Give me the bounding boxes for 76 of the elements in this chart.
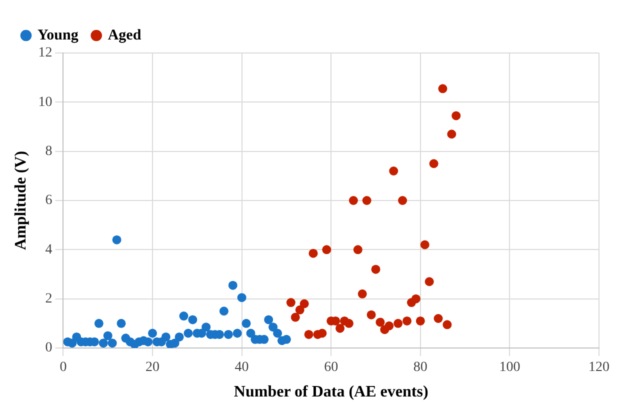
point [219, 306, 228, 316]
point [116, 318, 126, 328]
point [202, 322, 211, 332]
point [264, 315, 274, 324]
point [429, 159, 438, 168]
point [228, 280, 238, 290]
x-tick-label: 120 [588, 360, 610, 376]
point [348, 196, 358, 205]
point [94, 318, 104, 328]
legend-label: Aged [108, 27, 142, 44]
legend-label: Young [38, 27, 79, 44]
point [384, 321, 394, 330]
x-tick-label: 60 [324, 360, 338, 376]
point [416, 316, 425, 326]
point [447, 130, 456, 139]
point [420, 240, 430, 250]
point [108, 338, 117, 348]
point [434, 314, 443, 323]
point [389, 166, 398, 176]
point [308, 248, 318, 258]
point [170, 338, 180, 348]
point [394, 318, 403, 328]
point [174, 332, 184, 342]
x-tick-label: 40 [234, 360, 249, 376]
point [411, 294, 420, 304]
point [237, 293, 246, 302]
x-tick-label: 100 [499, 360, 520, 376]
point [371, 264, 380, 274]
point [246, 328, 256, 338]
x-axis-title: Number of Data (AE events) [234, 384, 428, 401]
point [353, 245, 362, 254]
point [362, 196, 372, 205]
point [112, 235, 122, 244]
point [318, 328, 327, 338]
point [148, 328, 157, 338]
point [232, 328, 242, 338]
point [188, 315, 198, 324]
y-tick-label: 10 [38, 94, 52, 110]
point [161, 332, 170, 342]
y-tick-label: 6 [45, 193, 52, 208]
y-tick-label: 4 [45, 242, 52, 258]
point [268, 322, 278, 332]
point [242, 318, 251, 328]
x-tick-label: 20 [146, 360, 160, 376]
point [424, 277, 434, 286]
point [322, 245, 332, 254]
point [336, 324, 345, 333]
point [376, 318, 385, 327]
point [184, 328, 193, 338]
y-tick-label: 0 [45, 340, 52, 356]
point [144, 337, 153, 346]
point [438, 84, 448, 94]
y-tick-label: 2 [45, 292, 52, 307]
point [290, 312, 300, 322]
point [366, 310, 376, 320]
x-tick-label: 0 [60, 360, 67, 376]
point [179, 312, 188, 321]
point [295, 305, 304, 314]
point [452, 111, 461, 120]
point [68, 338, 77, 348]
point [300, 299, 309, 308]
point [224, 330, 233, 339]
point [103, 331, 112, 340]
point [442, 320, 452, 330]
point [304, 330, 314, 339]
point [402, 316, 412, 326]
point [358, 289, 367, 298]
point [286, 298, 296, 308]
y-axis-title: Amplitude (V) [12, 150, 30, 250]
point [344, 318, 354, 328]
y-tick-label: 12 [38, 46, 52, 61]
point [398, 196, 408, 205]
point [273, 328, 282, 338]
x-tick-label: 80 [413, 360, 428, 376]
point [98, 338, 108, 348]
y-tick-label: 8 [45, 144, 52, 160]
